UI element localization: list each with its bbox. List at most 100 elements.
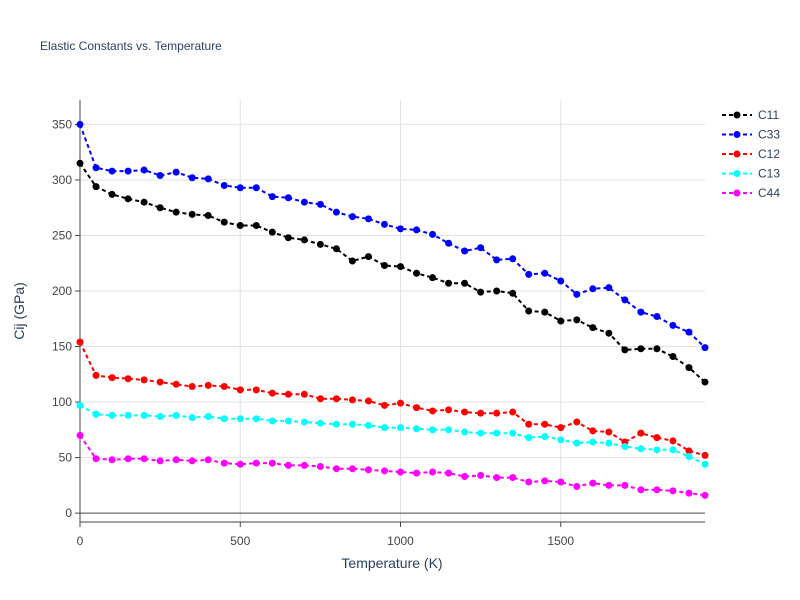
- data-point: [605, 428, 613, 436]
- data-point: [300, 390, 308, 398]
- data-point: [92, 183, 100, 191]
- data-point: [284, 417, 292, 425]
- data-point: [477, 429, 485, 437]
- data-point: [108, 374, 116, 382]
- data-point: [108, 167, 116, 175]
- legend-marker: [733, 170, 741, 177]
- data-point: [124, 195, 132, 203]
- data-point: [573, 482, 581, 490]
- data-point: [252, 184, 260, 192]
- data-point: [140, 411, 148, 419]
- data-point: [332, 465, 340, 473]
- data-point: [108, 456, 116, 464]
- data-point: [589, 427, 597, 435]
- data-point: [445, 469, 453, 477]
- data-point: [461, 428, 469, 436]
- axes: [75, 100, 705, 527]
- data-point: [220, 383, 228, 391]
- data-point: [701, 378, 709, 386]
- data-point: [76, 431, 84, 439]
- data-point: [653, 446, 661, 454]
- data-point: [397, 468, 405, 476]
- data-point: [156, 457, 164, 465]
- data-point: [172, 208, 180, 216]
- legend-label: C13: [758, 167, 780, 181]
- x-tick-label: 1000: [387, 534, 414, 548]
- data-point: [637, 308, 645, 316]
- data-point: [172, 456, 180, 464]
- data-point: [188, 174, 196, 182]
- data-point: [429, 426, 437, 434]
- data-point: [397, 399, 405, 407]
- data-point: [76, 120, 84, 128]
- data-point: [509, 255, 517, 263]
- data-point: [413, 404, 421, 412]
- y-tick-label: 50: [59, 451, 73, 465]
- data-point: [348, 257, 356, 265]
- data-point: [316, 200, 324, 208]
- legend-marker: [733, 189, 741, 197]
- data-point: [156, 378, 164, 386]
- data-point: [477, 244, 485, 252]
- x-axis-title: Temperature (K): [341, 555, 442, 571]
- data-point: [541, 420, 549, 428]
- data-point: [685, 328, 693, 336]
- data-point: [653, 434, 661, 442]
- data-point: [493, 287, 501, 295]
- data-point: [557, 277, 565, 285]
- data-point: [236, 460, 244, 468]
- data-point: [493, 409, 501, 417]
- data-point: [685, 364, 693, 372]
- data-point: [348, 213, 356, 221]
- data-point: [573, 439, 581, 447]
- data-point: [669, 321, 677, 329]
- data-point: [268, 417, 276, 425]
- data-point: [461, 247, 469, 255]
- data-point: [637, 445, 645, 453]
- data-point: [701, 344, 709, 352]
- data-point: [300, 236, 308, 244]
- data-point: [332, 420, 340, 428]
- y-tick-label: 0: [65, 506, 72, 520]
- data-point: [525, 434, 533, 442]
- data-point: [268, 193, 276, 201]
- y-tick-label: 300: [52, 173, 72, 187]
- data-point: [316, 419, 324, 427]
- data-point: [605, 439, 613, 447]
- legend-label: C11: [758, 108, 779, 122]
- legend-marker: [733, 131, 741, 138]
- data-point: [701, 460, 709, 468]
- legend-label: C44: [758, 186, 780, 200]
- data-point: [573, 418, 581, 426]
- data-point: [541, 269, 549, 277]
- series-line-C33: [79, 124, 706, 349]
- data-point: [637, 345, 645, 353]
- data-point: [124, 167, 132, 175]
- legend-label: C12: [758, 147, 780, 161]
- data-point: [557, 436, 565, 444]
- data-point: [429, 468, 437, 476]
- data-point: [541, 308, 549, 316]
- data-point: [493, 256, 501, 264]
- data-point: [220, 218, 228, 226]
- legend-item-C11: C11: [722, 108, 779, 122]
- data-point: [316, 395, 324, 403]
- data-point: [316, 462, 324, 470]
- legend-marker: [733, 150, 741, 158]
- data-point: [621, 481, 629, 489]
- data-point: [108, 190, 116, 198]
- data-point: [188, 414, 196, 422]
- data-point: [92, 164, 100, 172]
- data-point: [300, 461, 308, 469]
- data-point: [605, 329, 613, 337]
- data-point: [252, 221, 260, 229]
- data-point: [252, 415, 260, 423]
- data-point: [397, 225, 405, 233]
- data-point: [445, 426, 453, 434]
- data-point: [685, 452, 693, 460]
- series-C11: [76, 159, 709, 386]
- data-point: [380, 467, 388, 475]
- data-point: [332, 245, 340, 253]
- data-point: [653, 345, 661, 353]
